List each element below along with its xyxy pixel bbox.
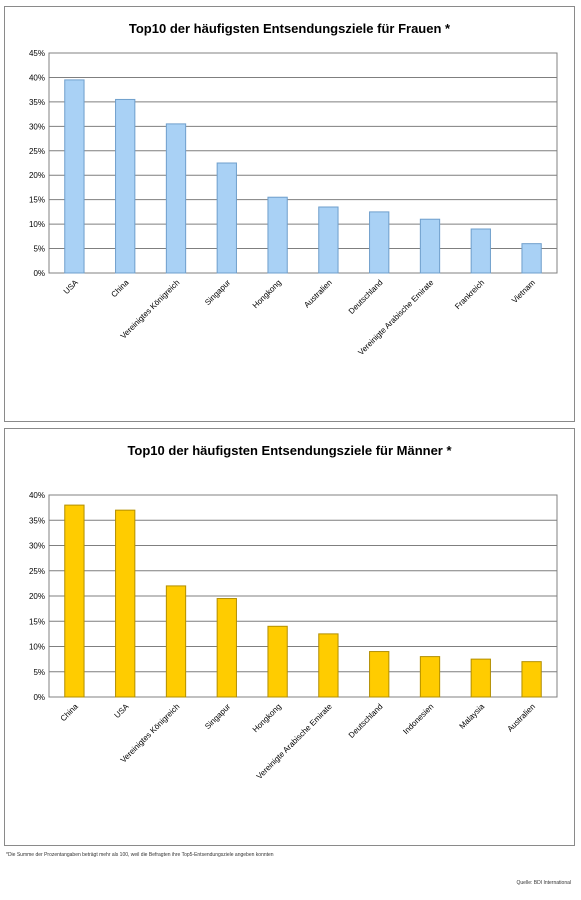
x-tick-label: Vereinigtes Königreich [119,278,182,341]
bar [318,206,339,274]
x-tick-label: Australien [505,702,537,734]
bar [369,651,390,698]
bar [267,625,288,698]
chart-title: Top10 der häufigsten Entsendungsziele fü… [127,443,452,458]
x-tick-label: USA [113,702,131,720]
y-tick-label: 25% [29,147,45,156]
x-tick-label: Malaysia [458,702,487,731]
bar [64,79,85,274]
bar [369,211,390,274]
x-tick-label: Australien [302,278,334,310]
bar [115,509,136,698]
y-tick-label: 35% [29,98,45,107]
y-tick-label: 5% [33,668,45,677]
y-tick-label: 45% [29,49,45,58]
y-tick-label: 40% [29,73,45,82]
x-tick-label: Deutschland [347,702,385,740]
x-tick-label: Deutschland [347,278,385,316]
x-tick-label: Vietnam [510,278,537,305]
chart-title: Top10 der häufigsten Entsendungsziele fü… [128,21,451,36]
x-tick-label: Singapur [203,278,232,307]
y-tick-label: 25% [29,567,45,576]
chart-panel-women: Top10 der häufigsten Entsendungsziele fü… [4,6,575,422]
x-tick-label: Vereinigtes Königreich [119,702,182,765]
x-tick-label: China [109,278,131,300]
bar [521,661,542,698]
bar [419,656,441,698]
y-tick-label: 10% [29,220,45,229]
y-tick-label: 0% [33,269,45,278]
y-tick-label: 0% [33,693,45,702]
y-tick-label: 15% [29,617,45,626]
bar [165,123,187,274]
source-note: Quelle: BDI International [516,880,571,886]
y-tick-label: 20% [29,171,45,180]
y-tick-label: 15% [29,196,45,205]
y-tick-label: 40% [29,491,45,500]
footnote: *Die Summe der Prozentangaben beträgt me… [6,852,274,858]
x-tick-label: Indonesien [401,702,435,736]
y-tick-label: 35% [29,516,45,525]
bar [267,196,288,274]
y-tick-label: 20% [29,592,45,601]
x-tick-label: Frankreich [453,278,486,311]
bar [470,658,491,698]
bar [64,504,85,698]
y-tick-label: 10% [29,643,45,652]
bar [115,98,136,274]
bar [521,243,542,274]
x-tick-label: Hongkong [251,702,283,734]
bar [318,633,339,698]
y-tick-label: 30% [29,542,45,551]
bar-chart-men: 0% 5% 10% 15% 20% 25% 30% 35% 40% China USAVereini… [29,491,558,781]
x-tick-label: Singapur [203,702,232,731]
y-tick-label: 5% [33,245,45,254]
y-tick-label: 30% [29,122,45,131]
bar [216,598,237,698]
x-tick-label: China [59,702,81,724]
bar-chart-women: 0% 5% 10% 15% 20% 25% 30% 35% 40% 45% USA ChinaVere… [29,49,558,357]
bar [419,218,441,274]
bar [165,585,187,698]
chart-panel-men: Top10 der häufigsten Entsendungsziele fü… [4,428,575,846]
x-tick-label: USA [62,278,80,296]
x-tick-label: Hongkong [251,278,283,310]
bar [470,228,491,274]
bar [216,162,237,274]
